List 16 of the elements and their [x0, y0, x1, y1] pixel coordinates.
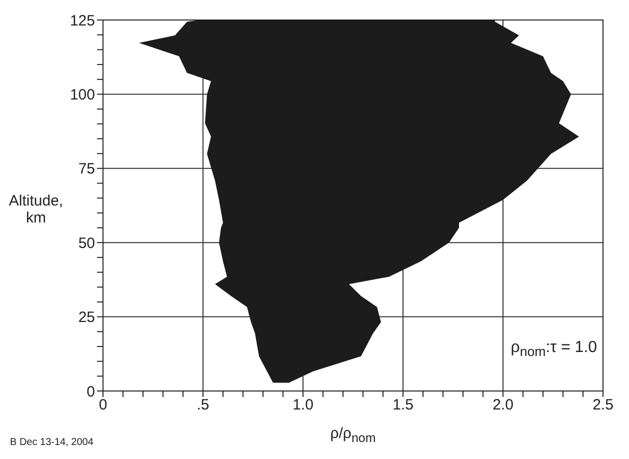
text: B Dec 13-14, 2004 [10, 437, 94, 448]
y-tick-label: 75 [78, 160, 95, 178]
x-tick-label: 2.0 [492, 396, 514, 414]
y-tick-label: 25 [78, 309, 95, 326]
x-tick-label: 2.5 [592, 396, 614, 414]
x-tick-label: 1.0 [292, 396, 314, 414]
y-tick-label: 125 [70, 12, 95, 30]
y-tick-label: 100 [70, 86, 95, 104]
x-tick-label: .5 [196, 396, 210, 414]
x-axis-title: ρ/ρ$_{nom}$ [329, 425, 377, 445]
x-tick-label: 1.5 [392, 396, 414, 414]
y-tick-label: 50 [78, 234, 95, 252]
y-tick-label: 0 [86, 383, 95, 400]
x-tick-label: 0 [98, 396, 108, 414]
y-axis-title: Altitude, km [8, 192, 64, 226]
annotation: ρ$_{nom}$:τ = 1.0 [510, 339, 597, 360]
